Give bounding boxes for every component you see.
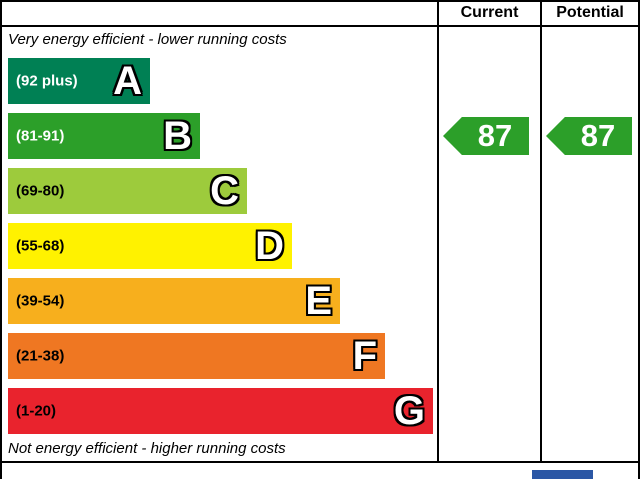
band-bar-f: (21-38) F [8, 333, 385, 379]
band-range-label: (39-54) [16, 292, 65, 310]
band-range-label: (1-20) [16, 402, 57, 420]
band-letter: E [305, 279, 332, 323]
bottom-caption: Not energy efficient - higher running co… [8, 440, 286, 457]
top-caption: Very energy efficient - lower running co… [8, 31, 287, 48]
band-bar-b: (81-91) B [8, 113, 200, 159]
current-rating-value: 87 [477, 118, 513, 153]
band-range-label: (21-38) [16, 347, 65, 365]
band-row-b: (81-91) B [8, 113, 437, 159]
band-range-label: (81-91) [16, 127, 65, 145]
band-letter: B [163, 114, 192, 158]
band-range-label: (69-80) [16, 182, 65, 200]
band-row-f: (21-38) F [8, 333, 437, 379]
band-letter: D [255, 224, 284, 268]
band-bar-a: (92 plus) A [8, 58, 150, 104]
band-row-a: (92 plus) A [8, 58, 437, 104]
band-row-c: (69-80) C [8, 168, 437, 214]
potential-rating-pointer: 87 [546, 117, 632, 155]
band-row-g: (1-20) G [8, 388, 437, 434]
band-row-e: (39-54) E [8, 278, 437, 324]
header-divider-line [0, 25, 640, 27]
current-column-divider [437, 0, 439, 463]
potential-rating-value: 87 [580, 118, 616, 153]
band-letter: A [113, 59, 142, 103]
potential-column-header: Potential [556, 4, 624, 21]
border-right [638, 0, 640, 479]
cropped-footer-box [532, 470, 593, 479]
band-letter: F [352, 334, 377, 378]
border-left [0, 0, 2, 479]
rating-bands: (92 plus) A (81-91) B (69-80) C (55-68) D (39-54… [8, 58, 437, 443]
band-bar-e: (39-54) E [8, 278, 340, 324]
band-bar-c: (69-80) C [8, 168, 247, 214]
band-letter: G [393, 389, 425, 433]
band-bar-d: (55-68) D [8, 223, 292, 269]
band-bar-g: (1-20) G [8, 388, 433, 434]
band-letter: C [210, 169, 239, 213]
band-row-d: (55-68) D [8, 223, 437, 269]
potential-column-divider [540, 0, 542, 463]
border-top [0, 0, 640, 2]
band-range-label: (55-68) [16, 237, 65, 255]
chart-bottom-border [0, 461, 640, 463]
current-column-header: Current [460, 4, 519, 21]
band-range-label: (92 plus) [16, 72, 78, 90]
current-rating-pointer: 87 [443, 117, 529, 155]
